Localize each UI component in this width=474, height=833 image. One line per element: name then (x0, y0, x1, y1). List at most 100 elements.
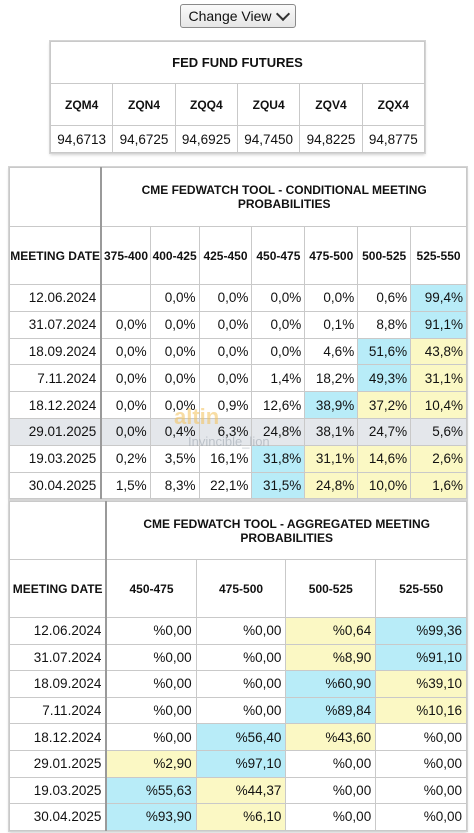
probability-cell: 31,1% (410, 364, 467, 393)
probability-cell: %0,00 (375, 803, 467, 831)
probability-cell: %89,84 (285, 696, 377, 725)
probability-cell: %60,90 (285, 670, 377, 698)
aggregated-title: CME FEDWATCH TOOL - AGGREGATED MEETING P… (105, 501, 468, 560)
probability-cell: 0,0% (251, 284, 306, 312)
futures-value: 94,7450 (236, 125, 301, 153)
probability-cell: %0,00 (375, 776, 467, 805)
probability-cell: %8,90 (285, 643, 377, 672)
probability-cell: %0,00 (105, 723, 197, 751)
probability-cell: %0,00 (285, 803, 377, 831)
table-row[interactable]: 30.04.2025 1,5% 8,3% 22,1% 31,5% 24,8% 1… (9, 471, 467, 500)
probability-cell: %39,10 (375, 670, 467, 698)
meeting-date: 19.03.2025 (9, 776, 108, 805)
table-row[interactable]: 18.09.2024 0,0% 0,0% 0,0% 0,0% 4,6% 51,6… (9, 337, 467, 366)
futures-code: ZQN4 (112, 83, 176, 126)
probability-cell: %56,40 (195, 723, 287, 751)
probability-cell: 49,3% (357, 364, 412, 393)
table-row[interactable]: 18.09.2024 %0,00 %0,00 %60,90 %39,10 (9, 670, 467, 698)
probability-cell: 0,0% (100, 364, 151, 393)
probability-cell: 22,1% (198, 471, 253, 500)
table-row[interactable]: 12.06.2024 0,0% 0,0% 0,0% 0,0% 0,6% 99,4… (9, 284, 467, 312)
probability-cell: 10,0% (357, 471, 412, 500)
probability-cell: %0,00 (285, 749, 377, 778)
meeting-date: 31.07.2024 (9, 310, 103, 339)
rate-range-header: 475-500 (304, 226, 359, 285)
change-view-button[interactable]: Change View (180, 4, 296, 28)
rate-range-header: 400-425 (149, 226, 200, 285)
table-row[interactable]: 19.03.2025 %55,63 %44,37 %0,00 %0,00 (9, 776, 467, 805)
probability-cell: %0,00 (105, 617, 197, 645)
meeting-date-header: MEETING DATE (9, 559, 108, 618)
probability-cell: %91,10 (375, 643, 467, 672)
meeting-date: 19.03.2025 (9, 444, 103, 473)
probability-cell: 31,1% (304, 444, 359, 473)
probability-cell: 0,0% (251, 310, 306, 339)
probability-cell: 43,8% (410, 337, 467, 366)
header-blank-cell (9, 501, 108, 560)
table-row[interactable]: 7.11.2024 %0,00 %0,00 %89,84 %10,16 (9, 696, 467, 725)
probability-cell: 1,5% (100, 471, 151, 500)
probability-cell: %0,00 (375, 749, 467, 778)
table-row[interactable]: 31.07.2024 %0,00 %0,00 %8,90 %91,10 (9, 643, 467, 672)
probability-cell: %0,00 (375, 723, 467, 751)
meeting-date: 31.07.2024 (9, 643, 108, 672)
probability-cell: 0,0% (198, 364, 253, 393)
futures-value: 94,8225 (299, 125, 363, 153)
table-row[interactable]: 7.11.2024 0,0% 0,0% 0,0% 1,4% 18,2% 49,3… (9, 364, 467, 393)
probability-cell: 0,0% (198, 310, 253, 339)
meeting-date: 18.12.2024 (9, 723, 108, 751)
probability-cell: 3,5% (149, 444, 200, 473)
probability-cell: 1,6% (410, 471, 467, 500)
futures-value: 94,6725 (112, 125, 176, 153)
fed-fund-futures-title: FED FUND FUTURES (50, 41, 425, 84)
futures-code: ZQX4 (361, 83, 426, 126)
probability-cell: 24,7% (357, 417, 412, 446)
futures-code: ZQV4 (299, 83, 363, 126)
conditional-title: CME FEDWATCH TOOL - CONDITIONAL MEETING … (100, 167, 468, 227)
table-row[interactable]: 30.04.2025 %93,90 %6,10 %0,00 %0,00 (9, 803, 467, 831)
probability-cell: 0,2% (100, 444, 151, 473)
probability-cell: 0,6% (357, 284, 412, 312)
rate-range-header: 525-550 (375, 559, 467, 618)
conditional-probabilities-table: CME FEDWATCH TOOL - CONDITIONAL MEETING … (9, 167, 468, 500)
probability-cell: 0,0% (149, 310, 200, 339)
probability-cell: %0,64 (285, 617, 377, 645)
probability-cell: 31,8% (251, 444, 306, 473)
futures-code: ZQQ4 (174, 83, 238, 126)
probability-cell: 0,0% (251, 337, 306, 366)
table-row[interactable]: 12.06.2024 %0,00 %0,00 %0,64 %99,36 (9, 617, 467, 645)
probability-cell: %97,10 (195, 749, 287, 778)
futures-value: 94,6925 (174, 125, 238, 153)
probability-cell: 0,0% (100, 417, 151, 446)
aggregated-probabilities-table: CME FEDWATCH TOOL - AGGREGATED MEETING P… (9, 501, 468, 831)
rate-range-header: 525-550 (410, 226, 467, 285)
meeting-date: 30.04.2025 (9, 803, 108, 831)
table-row[interactable]: 31.07.2024 0,0% 0,0% 0,0% 0,0% 0,1% 8,8%… (9, 310, 467, 339)
probability-cell: 51,6% (357, 337, 412, 366)
probability-cell: 37,2% (357, 391, 412, 419)
probability-cell: 10,4% (410, 391, 467, 419)
rate-range-header: 450-475 (105, 559, 197, 618)
probability-cell: 0,0% (198, 284, 253, 312)
table-row[interactable]: 29.01.2025 %2,90 %97,10 %0,00 %0,00 (9, 749, 467, 778)
probability-cell: %99,36 (375, 617, 467, 645)
probability-cell: %6,10 (195, 803, 287, 831)
probability-cell: 24,8% (251, 417, 306, 446)
probability-cell: 0,0% (100, 310, 151, 339)
table-row[interactable]: 19.03.2025 0,2% 3,5% 16,1% 31,8% 31,1% 1… (9, 444, 467, 473)
header-blank-cell (9, 167, 103, 227)
probability-cell: %2,90 (105, 749, 197, 778)
table-row[interactable]: 18.12.2024 0,0% 0,0% 0,9% 12,6% 38,9% 37… (9, 391, 467, 419)
chevron-down-icon (275, 6, 290, 21)
probability-cell: 1,4% (251, 364, 306, 393)
probability-cell: 38,9% (304, 391, 359, 419)
change-view-label: Change View (188, 8, 272, 24)
futures-value: 94,8775 (361, 125, 426, 153)
table-row[interactable]: 29.01.2025 0,0% 0,4% 6,3% 24,8% 38,1% 24… (9, 417, 467, 446)
probability-cell: 8,3% (149, 471, 200, 500)
table-row[interactable]: 18.12.2024 %0,00 %56,40 %43,60 %0,00 (9, 723, 467, 751)
probability-cell: %0,00 (195, 696, 287, 725)
futures-code: ZQM4 (49, 83, 114, 126)
probability-cell: %0,00 (195, 670, 287, 698)
rate-range-header: 500-525 (357, 226, 412, 285)
